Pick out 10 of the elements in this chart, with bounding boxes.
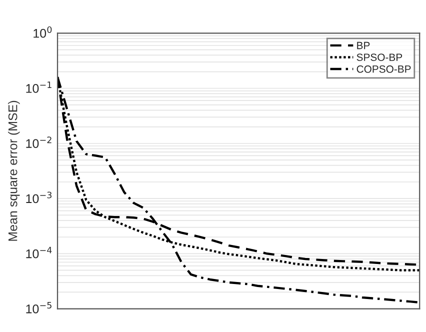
legend-label: COPSO-BP — [356, 65, 411, 73]
y-tick-label: 10$^{−5}$ — [26, 302, 52, 314]
y-tick-label: 10$^{−4}$ — [26, 246, 52, 258]
y-tick-label: 10$^{−3}$ — [26, 192, 52, 204]
y-tick-label: 10$^{−1}$ — [26, 82, 52, 93]
y-tick-label: 10$^{0}$ — [34, 26, 52, 38]
legend-label: SPSO-BP — [356, 54, 402, 61]
y-tick-label: 10$^{−2}$ — [26, 136, 52, 148]
y-axis-title: Mean square error (MSE) — [8, 100, 20, 241]
legend-label: BP — [357, 42, 370, 50]
